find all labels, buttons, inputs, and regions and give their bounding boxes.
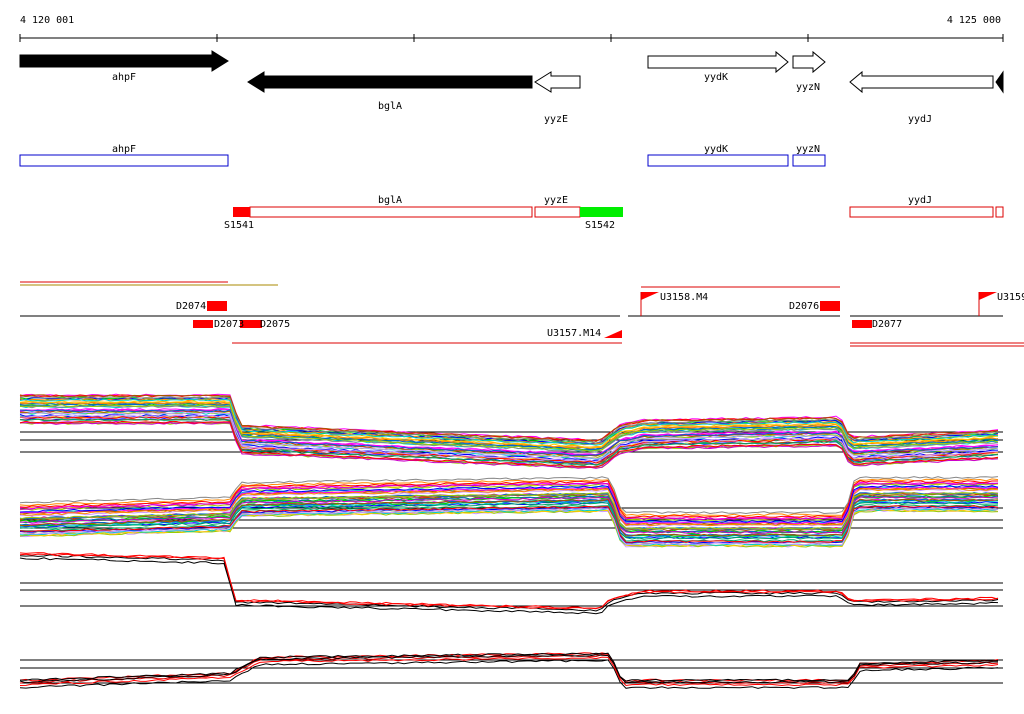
ruler-end: 4 125 000 bbox=[947, 15, 1001, 26]
profile-line bbox=[19, 486, 999, 525]
profile-line bbox=[19, 420, 999, 468]
profile-line bbox=[19, 394, 999, 443]
profile-line bbox=[19, 498, 999, 537]
feature-label: U3158.M4 bbox=[660, 292, 708, 303]
ruler: 4 120 001 4 125 000 bbox=[19, 15, 1004, 42]
feature-label: D2077 bbox=[872, 319, 902, 330]
profile-line bbox=[19, 484, 999, 523]
profile-line bbox=[19, 488, 999, 527]
profile-line bbox=[19, 402, 999, 450]
profile-line bbox=[19, 487, 999, 526]
profile-line bbox=[19, 401, 999, 450]
profile-line bbox=[19, 557, 999, 615]
feature-label: D2075 bbox=[260, 319, 290, 330]
profile-line bbox=[19, 395, 998, 444]
profile-line bbox=[19, 405, 999, 453]
profile-line bbox=[19, 398, 999, 446]
profile-line bbox=[19, 492, 999, 531]
profile-line bbox=[19, 659, 999, 689]
profile-line bbox=[19, 505, 999, 543]
profile-line bbox=[19, 553, 999, 610]
profile-line bbox=[19, 652, 999, 682]
profile-line bbox=[19, 414, 999, 462]
gene-label: yyzE bbox=[544, 114, 568, 125]
expression-plots bbox=[19, 393, 1003, 689]
feature-track: D2074 D2073 D2075 U3157.M14 U3158.M4 D20… bbox=[20, 281, 1024, 347]
profile-line bbox=[19, 476, 999, 515]
annotation-label: ahpF bbox=[112, 144, 136, 155]
profile-line bbox=[19, 492, 999, 531]
transcript-label: yyzE bbox=[544, 195, 568, 206]
gene-track: ahpF bglA yyzE yydK yyzN yydJ bbox=[19, 50, 1004, 125]
annotation-label: yydK bbox=[704, 144, 728, 155]
profile-line bbox=[19, 414, 999, 463]
feature-label: U3157.M14 bbox=[547, 328, 601, 339]
profile-line bbox=[19, 508, 999, 548]
gene-label: ahpF bbox=[112, 72, 136, 83]
profile-line bbox=[19, 507, 999, 546]
profile-line bbox=[19, 404, 999, 452]
profile-line bbox=[19, 554, 999, 612]
feature-label: U3159 bbox=[997, 292, 1024, 303]
gene-label: yyzN bbox=[796, 82, 820, 93]
profile-line bbox=[19, 508, 999, 547]
transcript-label: yydJ bbox=[908, 195, 932, 206]
profile-line bbox=[19, 482, 999, 521]
ruler-start: 4 120 001 bbox=[20, 15, 74, 26]
profile-line bbox=[19, 654, 998, 684]
annotation-label: yyzN bbox=[796, 144, 820, 155]
profile-line bbox=[19, 409, 999, 457]
profile-line bbox=[20, 505, 999, 544]
feature-label: D2073 bbox=[214, 319, 244, 330]
profile-line bbox=[19, 411, 999, 460]
feature-label: D2074 bbox=[176, 301, 206, 312]
gene-label: yydJ bbox=[908, 114, 932, 125]
profile-line bbox=[19, 496, 999, 535]
feature-label: D2076 bbox=[789, 301, 819, 312]
transcript-label: S1542 bbox=[585, 220, 615, 231]
profile-line bbox=[19, 478, 999, 517]
profile-line bbox=[19, 418, 999, 466]
profile-line bbox=[19, 400, 999, 448]
profile-line bbox=[19, 480, 998, 518]
profile-line bbox=[19, 403, 999, 451]
annotation-track: ahpF yydK yyzN bbox=[19, 144, 826, 167]
gene-label: bglA bbox=[378, 101, 402, 112]
profile-line bbox=[19, 656, 999, 687]
transcript-track: bglA yyzE yydJ S1541 S1542 bbox=[224, 195, 1004, 231]
profile-line bbox=[19, 501, 999, 540]
transcript-label: S1541 bbox=[224, 220, 254, 231]
transcript-label: bglA bbox=[378, 195, 402, 206]
gene-label: yydK bbox=[704, 72, 728, 83]
